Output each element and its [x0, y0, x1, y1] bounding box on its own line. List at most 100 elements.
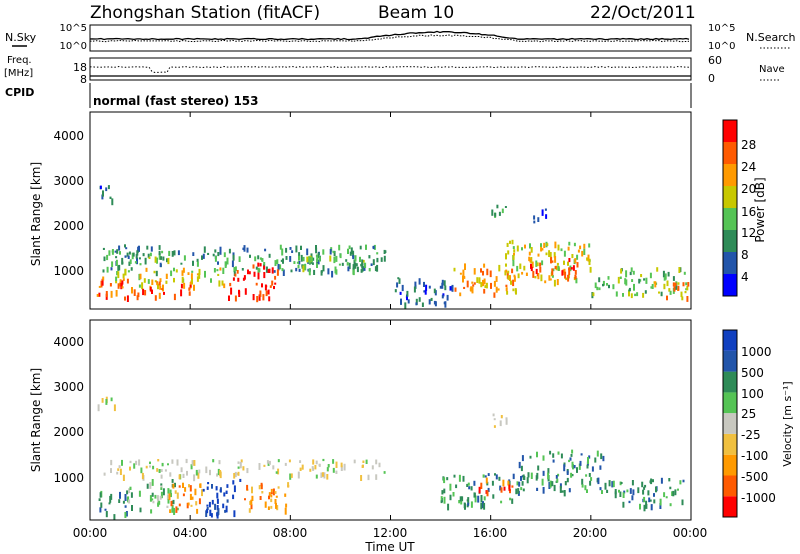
heatmap-cell	[186, 470, 188, 476]
heatmap-cell	[470, 286, 473, 292]
heatmap-cell	[620, 482, 623, 484]
heatmap-cell	[266, 460, 269, 464]
heatmap-region	[478, 477, 514, 497]
heatmap-cell	[181, 270, 184, 276]
heatmap-cell	[480, 268, 482, 273]
date-title: 22/Oct/2011	[590, 3, 696, 23]
heatmap-cell	[571, 449, 574, 454]
heatmap-cell	[101, 194, 104, 200]
heatmap-cell	[624, 278, 627, 285]
heatmap-cell	[257, 267, 260, 275]
heatmap-cell	[449, 286, 452, 291]
heatmap-cell	[127, 270, 130, 273]
heatmap-cell	[169, 509, 172, 513]
heatmap-cell	[529, 455, 532, 459]
heatmap-cell	[362, 460, 365, 463]
heatmap-cell	[155, 270, 158, 277]
heatmap-cell	[570, 472, 573, 478]
heatmap-cell	[513, 274, 516, 278]
heatmap-cell	[166, 505, 169, 508]
heatmap-cell	[588, 258, 591, 265]
heatmap-cell	[483, 263, 486, 268]
heatmap-cell	[512, 246, 515, 249]
heatmap-cell	[142, 288, 145, 296]
heatmap-cell	[136, 257, 138, 265]
nave-tick-bottom: 0	[708, 72, 715, 85]
heatmap-cell	[547, 472, 550, 480]
heatmap-cell	[177, 250, 180, 256]
heatmap-cell	[183, 282, 186, 289]
heatmap-cell	[99, 185, 102, 190]
nsearch-tick-top: 10^5	[708, 23, 735, 34]
heatmap-cell	[106, 254, 109, 261]
heatmap-cell	[509, 489, 511, 494]
heatmap-cell	[256, 296, 259, 303]
heatmap-cell	[160, 256, 163, 260]
heatmap-cell	[628, 500, 631, 504]
heatmap-cell	[346, 262, 349, 266]
heatmap-cell	[268, 253, 271, 258]
heatmap-cell	[173, 293, 176, 301]
heatmap-cell	[443, 477, 446, 484]
heatmap-cell	[188, 287, 191, 291]
heatmap-cell	[237, 277, 240, 282]
heatmap-cell	[494, 212, 497, 217]
heatmap-cell	[548, 482, 551, 489]
heatmap-cell	[276, 269, 279, 276]
colorbar-segment	[723, 186, 737, 208]
heatmap-cell	[316, 257, 319, 262]
heatmap-cell	[172, 499, 175, 505]
heatmap-cell	[583, 243, 586, 249]
heatmap-cell	[261, 491, 264, 494]
heatmap-cell	[511, 498, 514, 504]
heatmap-cell	[683, 271, 686, 275]
heatmap-cell	[224, 509, 227, 513]
heatmap-cell	[246, 247, 249, 253]
heatmap-cell	[300, 254, 303, 262]
heatmap-cell	[308, 269, 311, 273]
heatmap-cell	[500, 487, 503, 493]
heatmap-cell	[589, 266, 592, 273]
heatmap-cell	[500, 500, 503, 504]
heatmap-cell	[478, 277, 481, 284]
heatmap-cell	[586, 464, 589, 469]
heatmap-cell	[128, 251, 131, 255]
heatmap-cell	[191, 278, 193, 285]
heatmap-cell	[560, 248, 563, 252]
heatmap-cell	[653, 493, 655, 497]
heatmap-cell	[193, 284, 195, 291]
heatmap-cell	[493, 292, 496, 298]
heatmap-cell	[365, 459, 368, 464]
heatmap-cell	[244, 498, 246, 501]
heatmap-cell	[352, 264, 355, 270]
heatmap-cell	[175, 269, 178, 273]
heatmap-cell	[373, 244, 376, 250]
heatmap-region	[102, 244, 387, 278]
heatmap-cell	[341, 262, 344, 266]
heatmap-cell	[314, 465, 317, 470]
heatmap-cell	[439, 285, 442, 289]
heatmap-cell	[291, 250, 294, 253]
heatmap-cell	[618, 489, 620, 493]
heatmap-cell	[669, 486, 672, 490]
nsky-tick-top: 10^5	[60, 23, 87, 34]
colorbar-segment	[723, 208, 737, 230]
heatmap-cell	[370, 263, 373, 266]
heatmap-cell	[124, 244, 126, 248]
heatmap-cell	[668, 478, 671, 482]
heatmap-cell	[156, 468, 159, 472]
heatmap-cell	[246, 484, 249, 491]
heatmap-cell	[471, 281, 474, 284]
heatmap-cell	[493, 280, 496, 287]
heatmap-cell	[579, 460, 582, 466]
heatmap-cell	[441, 490, 444, 495]
heatmap-cell	[530, 266, 533, 272]
heatmap-cell	[272, 488, 275, 496]
heatmap-cell	[259, 290, 262, 297]
heatmap-cell	[527, 472, 530, 478]
heatmap-cell	[173, 507, 175, 513]
heatmap-cell	[183, 255, 186, 261]
heatmap-cell	[587, 254, 590, 262]
heatmap-cell	[645, 500, 648, 505]
xtick-1600: 16:00	[473, 526, 508, 540]
